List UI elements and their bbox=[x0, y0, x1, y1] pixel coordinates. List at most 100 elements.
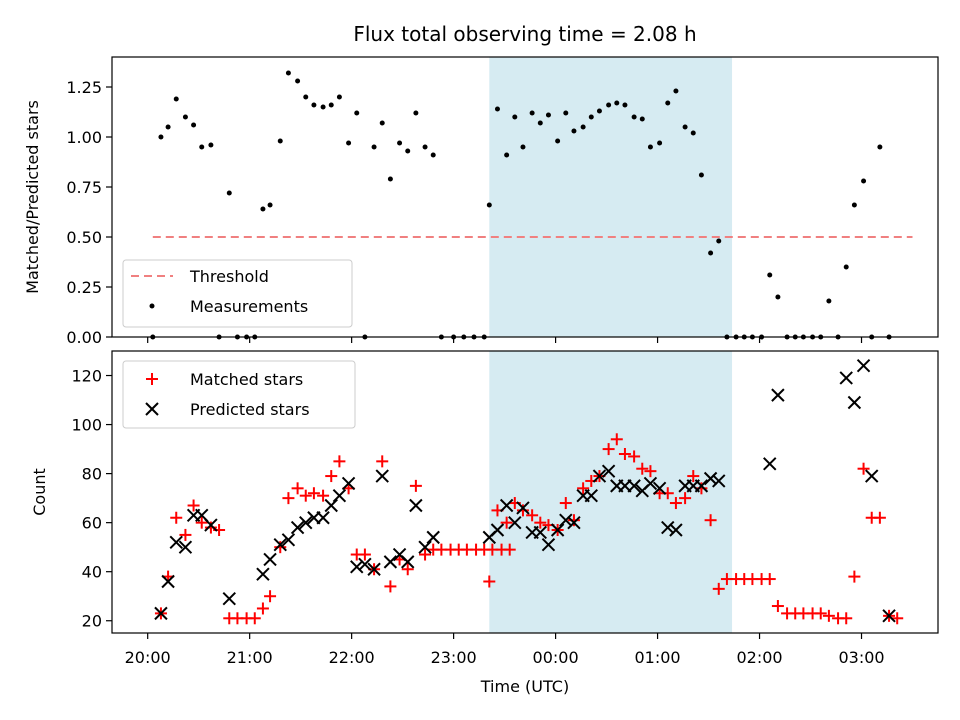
bottom-x-tick-label: 02:00 bbox=[736, 648, 782, 667]
top-panel: 0.00 0.25 0.50 0.75 1.00 1.25 Flux total obse… bbox=[23, 22, 939, 347]
measurement-point bbox=[494, 106, 500, 112]
legend-matched-label: Matched stars bbox=[190, 370, 303, 389]
measurement-point bbox=[639, 116, 645, 122]
matched-star-point bbox=[577, 482, 590, 495]
matched-star-point bbox=[712, 582, 725, 595]
top-y-tick-label: 0.25 bbox=[66, 278, 102, 297]
matched-star-point bbox=[679, 492, 692, 505]
matched-star-point bbox=[204, 521, 217, 534]
measurement-point bbox=[320, 104, 326, 110]
predicted-star-point bbox=[332, 488, 347, 503]
predicted-star-point bbox=[516, 501, 530, 515]
predicted-star-point bbox=[856, 359, 871, 373]
matched-star-point bbox=[307, 487, 320, 500]
predicted-star-point bbox=[882, 609, 896, 623]
predicted-star-point bbox=[263, 552, 277, 567]
measurement-point bbox=[555, 138, 561, 144]
matched-star-point bbox=[256, 602, 269, 615]
measurement-point bbox=[346, 140, 352, 146]
matched-star-point bbox=[299, 489, 312, 502]
bottom-y-tick-label: 80 bbox=[82, 465, 102, 484]
matched-star-point bbox=[644, 465, 657, 478]
legend-threshold-label: Threshold bbox=[189, 267, 269, 286]
measurement-point bbox=[588, 114, 594, 120]
measurement-point bbox=[580, 124, 586, 130]
legend-measurements-swatch bbox=[149, 303, 155, 309]
bottom-x-tick-label: 03:00 bbox=[838, 648, 884, 667]
matched-star-point bbox=[687, 470, 700, 483]
predicted-star-point bbox=[358, 557, 372, 572]
matched-star-point bbox=[771, 600, 784, 613]
measurement-point bbox=[622, 102, 628, 108]
measurement-point bbox=[716, 238, 722, 244]
measurement-point bbox=[173, 96, 179, 102]
measurement-point bbox=[657, 140, 663, 146]
predicted-star-point bbox=[865, 469, 879, 483]
predicted-star-point bbox=[178, 540, 193, 554]
matched-star-point bbox=[170, 511, 183, 524]
measurement-point bbox=[191, 122, 197, 128]
bottom-x-tick-label: 01:00 bbox=[635, 648, 681, 667]
measurement-point bbox=[226, 190, 232, 196]
measurement-point bbox=[405, 148, 411, 154]
measurement-point bbox=[512, 114, 518, 120]
matched-star-point bbox=[179, 528, 192, 541]
legend-predicted-swatch bbox=[145, 402, 159, 416]
top-y-axis-label: Matched/Predicted stars bbox=[23, 100, 42, 294]
measurement-point bbox=[336, 94, 342, 100]
predicted-star-point bbox=[541, 538, 556, 552]
bottom-y-tick-label: 20 bbox=[82, 612, 102, 631]
bottom-x-tick-label: 20:00 bbox=[125, 648, 171, 667]
measurement-point bbox=[387, 176, 393, 182]
top-plot-frame bbox=[111, 56, 939, 338]
bottom-y-tick-label: 120 bbox=[71, 367, 102, 386]
bottom-plot-frame bbox=[111, 350, 939, 634]
predicted-star-point bbox=[367, 562, 381, 576]
measurement-point bbox=[851, 202, 857, 208]
measurement-point bbox=[606, 102, 612, 108]
predicted-star-point bbox=[652, 481, 667, 496]
matched-star-point bbox=[610, 433, 623, 446]
predicted-star-point bbox=[418, 540, 432, 554]
predicted-star-point bbox=[299, 515, 313, 530]
legend-predicted-label: Predicted stars bbox=[190, 400, 310, 419]
matched-star-point bbox=[291, 482, 304, 495]
predicted-star-point bbox=[350, 560, 364, 574]
predicted-star-point bbox=[316, 511, 330, 525]
matched-star-point bbox=[187, 499, 200, 512]
predicted-star-point bbox=[409, 498, 423, 513]
matched-star-point bbox=[814, 607, 827, 620]
bottom-legend-box bbox=[122, 360, 356, 429]
top-y-tick-label: 0.00 bbox=[66, 328, 102, 347]
predicted-star-point bbox=[490, 523, 505, 537]
matched-star-point bbox=[333, 455, 346, 468]
matched-star-point bbox=[567, 514, 580, 527]
measurement-point bbox=[698, 172, 704, 178]
matched-star-point bbox=[848, 570, 861, 583]
matched-star-point bbox=[325, 470, 338, 483]
predicted-star-point bbox=[847, 395, 862, 410]
measurement-point bbox=[767, 272, 773, 278]
top-y-tick-label: 1.25 bbox=[66, 78, 102, 97]
predicted-star-point bbox=[694, 479, 709, 493]
bottom-panel: 20 40 60 80 100 120 20:00 21:00 22:00 23:00 00:00… bbox=[30, 350, 939, 696]
measurement-point bbox=[486, 202, 492, 208]
matched-star-point bbox=[376, 455, 389, 468]
measurement-point bbox=[665, 100, 671, 106]
matched-star-point bbox=[401, 563, 414, 576]
matched-star-point bbox=[669, 497, 682, 510]
predicted-star-point bbox=[375, 469, 389, 483]
measurement-point bbox=[529, 110, 535, 116]
predicted-star-point bbox=[669, 523, 683, 537]
matched-star-point bbox=[503, 543, 516, 556]
top-legend: Threshold Measurements bbox=[122, 259, 353, 328]
matched-star-point bbox=[317, 489, 330, 502]
measurement-point bbox=[165, 124, 171, 130]
predicted-star-point bbox=[712, 474, 726, 488]
predicted-star-point bbox=[627, 479, 641, 493]
count-points bbox=[154, 359, 904, 625]
measurement-point bbox=[371, 144, 377, 150]
predicted-star-point bbox=[426, 530, 440, 545]
measurement-point bbox=[563, 110, 569, 116]
matched-star-point bbox=[873, 511, 886, 524]
